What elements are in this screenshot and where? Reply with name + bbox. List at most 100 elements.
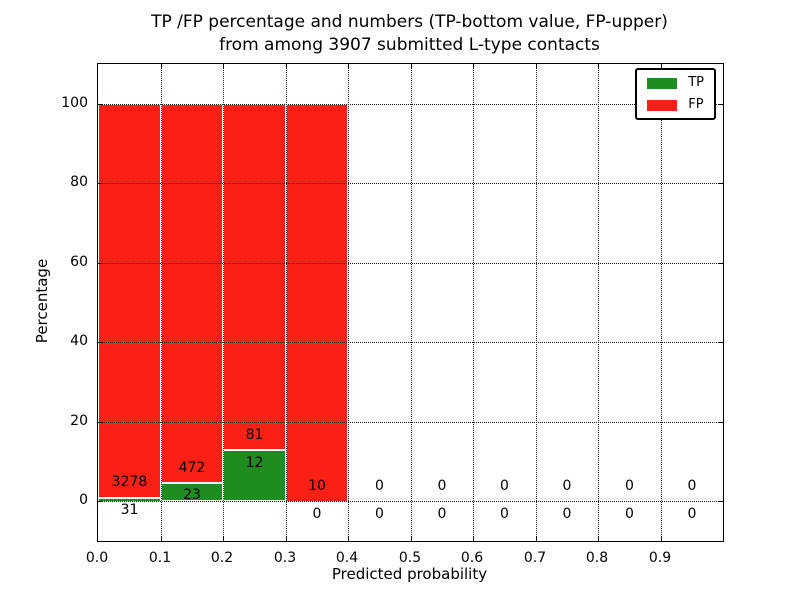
x-tick-mark (223, 536, 224, 541)
tp-count-label: 0 (437, 505, 447, 522)
y-tick-label: 20 (70, 412, 88, 429)
tp-count-label: 31 (120, 502, 139, 519)
x-tick-mark (536, 64, 537, 69)
x-tick-label: 0.8 (585, 550, 609, 566)
x-tick-mark (286, 536, 287, 541)
x-tick-mark (473, 536, 474, 541)
chart-title: TP /FP percentage and numbers (TP-bottom… (97, 11, 722, 57)
x-tick-mark (661, 536, 662, 541)
tp-count-label: 12 (245, 454, 264, 471)
gridline-horizontal (98, 263, 723, 264)
x-tick-label: 0.4 (335, 550, 359, 566)
x-tick-mark (161, 64, 162, 69)
x-tick-label: 0.2 (210, 550, 234, 566)
y-tick-mark (98, 422, 103, 423)
y-tick-label: 100 (61, 94, 88, 111)
y-tick-mark (718, 104, 723, 105)
x-tick-mark (348, 536, 349, 541)
gridline-horizontal (98, 501, 723, 502)
fp-count-label: 0 (625, 478, 634, 495)
bar-segment-fp (286, 104, 348, 502)
y-tick-mark (98, 183, 103, 184)
tp-count-label: 23 (183, 487, 201, 504)
gridline-vertical (161, 64, 162, 541)
fp-count-label: 472 (178, 459, 206, 476)
fp-count-label: 10 (308, 478, 326, 495)
fp-count-label: 0 (687, 478, 697, 495)
gridline-vertical (598, 64, 599, 541)
fp-count-label: 0 (500, 478, 509, 495)
y-tick-mark (98, 342, 103, 343)
gridline-vertical (348, 64, 349, 541)
x-tick-mark (661, 64, 662, 69)
gridline-horizontal (98, 422, 723, 423)
tp-count-label: 0 (375, 505, 384, 522)
x-tick-label: 0.0 (85, 550, 109, 566)
y-tick-mark (98, 104, 103, 105)
x-tick-label: 0.5 (398, 550, 422, 566)
gridline-vertical (223, 64, 224, 541)
bar-segment-fp (161, 104, 223, 483)
tp-count-label: 0 (562, 505, 572, 522)
x-tick-label: 0.1 (148, 550, 172, 566)
gridline-vertical (473, 64, 474, 541)
legend: TP FP (635, 68, 716, 120)
legend-row: TP (647, 76, 704, 90)
gridline-vertical (411, 64, 412, 541)
x-tick-mark (598, 536, 599, 541)
y-tick-label: 0 (79, 492, 88, 509)
x-tick-mark (161, 536, 162, 541)
legend-label: FP (688, 97, 704, 112)
fp-count-label: 0 (437, 478, 447, 495)
gridline-vertical (661, 64, 662, 541)
gridline-horizontal (98, 183, 723, 184)
y-tick-mark (98, 501, 103, 502)
y-tick-mark (718, 422, 723, 423)
x-tick-label: 0.6 (460, 550, 484, 566)
legend-swatch-tp (647, 77, 678, 89)
y-tick-mark (718, 501, 723, 502)
bar-segment-fp (98, 104, 161, 498)
y-axis-label: Percentage (33, 258, 51, 344)
x-tick-mark (411, 64, 412, 69)
legend-row: FP (647, 98, 704, 112)
tp-count-label: 0 (687, 505, 697, 522)
gridline-horizontal (98, 342, 723, 343)
y-tick-mark (98, 263, 103, 264)
tp-count-label: 0 (500, 505, 509, 522)
y-tick-mark (718, 342, 723, 343)
x-tick-mark (411, 536, 412, 541)
bar-segment-tp (223, 450, 286, 501)
fp-count-label: 3278 (111, 474, 148, 491)
gridline-horizontal (98, 104, 723, 105)
fp-count-label: 0 (375, 478, 384, 495)
y-tick-label: 80 (70, 174, 88, 191)
x-tick-mark (598, 64, 599, 69)
x-tick-mark (348, 64, 349, 69)
y-tick-mark (718, 263, 723, 264)
x-tick-label: 0.7 (523, 550, 547, 566)
legend-swatch-fp (647, 99, 678, 111)
tp-count-label: 0 (625, 505, 634, 522)
plot-area: TP FP 3278 31 472 23 81 12 10 0 0 0 0 0 0 0 0 0 0 0 0 0 (97, 63, 724, 542)
x-tick-label: 0.9 (648, 550, 672, 566)
x-tick-mark (473, 64, 474, 69)
x-tick-label: 0.3 (273, 550, 297, 566)
y-tick-mark (718, 183, 723, 184)
chart-title-line1: TP /FP percentage and numbers (TP-bottom… (151, 12, 668, 32)
x-axis-label: Predicted probability (331, 565, 488, 583)
fp-count-label: 0 (562, 478, 572, 495)
chart-title-line2: from among 3907 submitted L-type contact… (219, 35, 600, 55)
gridline-vertical (286, 64, 287, 541)
x-tick-mark (286, 64, 287, 69)
y-tick-label: 40 (70, 333, 88, 350)
x-tick-mark (223, 64, 224, 69)
fp-count-label: 81 (245, 426, 264, 443)
tp-count-label: 0 (312, 505, 322, 522)
y-tick-label: 60 (70, 253, 88, 270)
x-tick-mark (536, 536, 537, 541)
legend-label: TP (688, 75, 704, 90)
bar-segment-fp (223, 104, 286, 450)
gridline-vertical (536, 64, 537, 541)
